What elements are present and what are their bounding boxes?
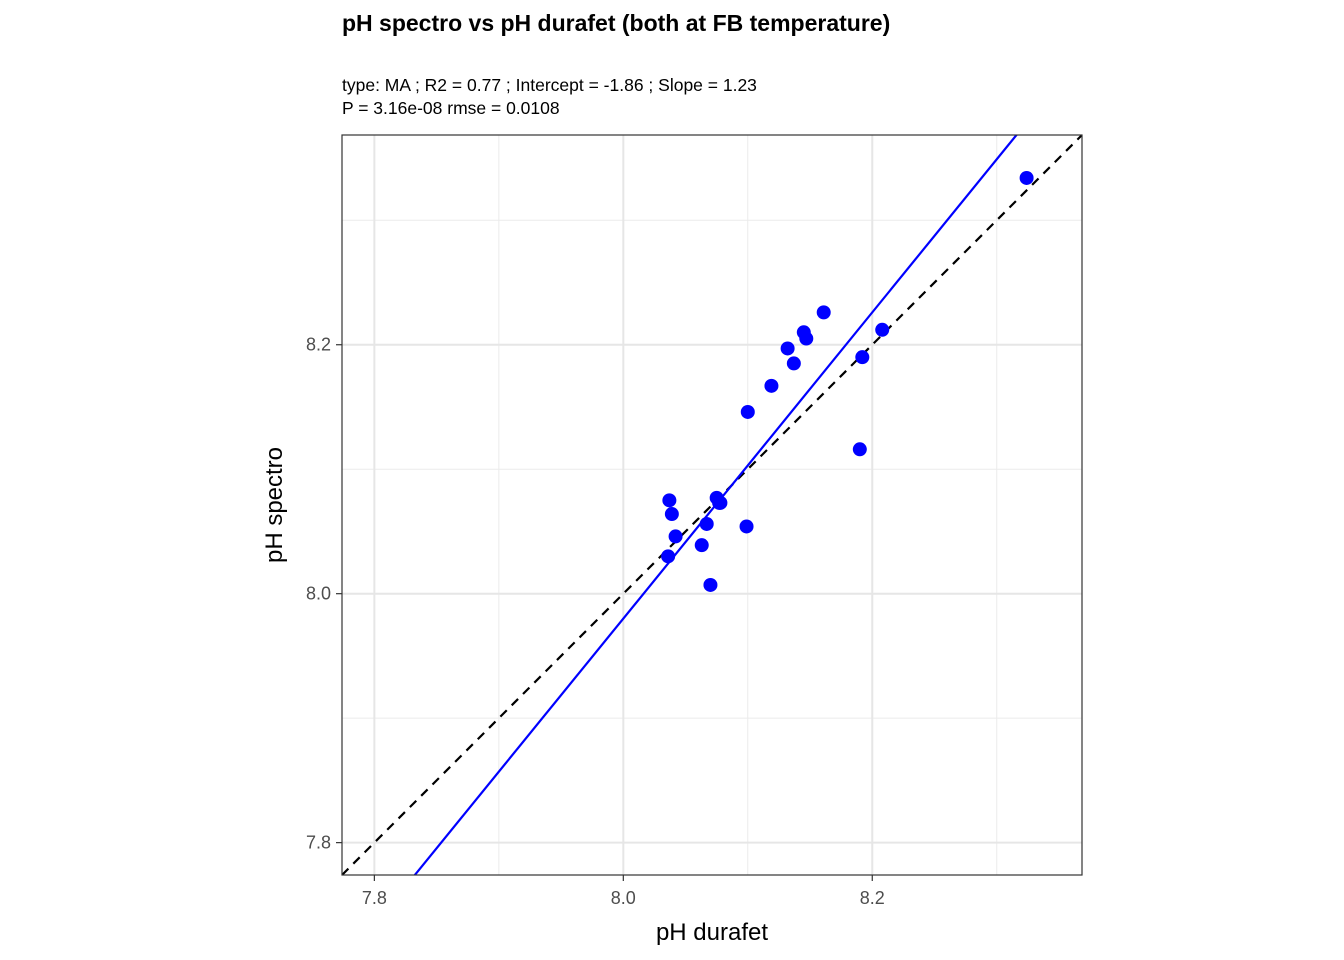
data-point [780,341,795,356]
lines-layer [342,135,1082,875]
data-point [662,493,677,508]
data-point [816,305,831,320]
y-axis-title: pH spectro [261,447,288,563]
panel-border [341,134,1083,876]
data-point [739,519,754,534]
panel-background [342,135,1082,875]
chart-subtitle-pvalue: P = 3.16e-08 rmse = 0.0108 [342,98,560,118]
data-point [694,538,709,553]
data-point [668,529,683,544]
x-tick-label: 7.8 [362,888,387,908]
data-point [855,350,870,365]
data-point [661,549,676,564]
x-axis-title: pH durafet [656,919,768,946]
data-point [699,516,714,531]
y-tick-label: 8.2 [306,335,331,355]
data-point [1019,170,1034,185]
ma-regression-line [413,135,1018,875]
data-point [703,577,718,592]
y-tick-label: 8.0 [306,584,331,604]
data-point [740,404,755,419]
data-point [799,331,814,346]
data-point [664,507,679,522]
points-layer [661,170,1034,592]
x-tick-label: 8.2 [860,888,885,908]
data-point [764,378,779,393]
grid [342,135,1082,875]
y-tick-label: 7.8 [306,833,331,853]
chart-subtitle-stats: type: MA ; R2 = 0.77 ; Intercept = -1.86… [342,75,757,95]
data-point [713,495,728,510]
data-point [786,356,801,371]
axes: 7.8 8.0 8.2 7.8 8.0 8.2 [306,335,885,908]
identity-reference-line [342,135,1082,875]
data-point [875,322,890,337]
data-point [852,442,867,457]
chart-title: pH spectro vs pH durafet (both at FB tem… [342,10,891,36]
x-tick-label: 8.0 [611,888,636,908]
